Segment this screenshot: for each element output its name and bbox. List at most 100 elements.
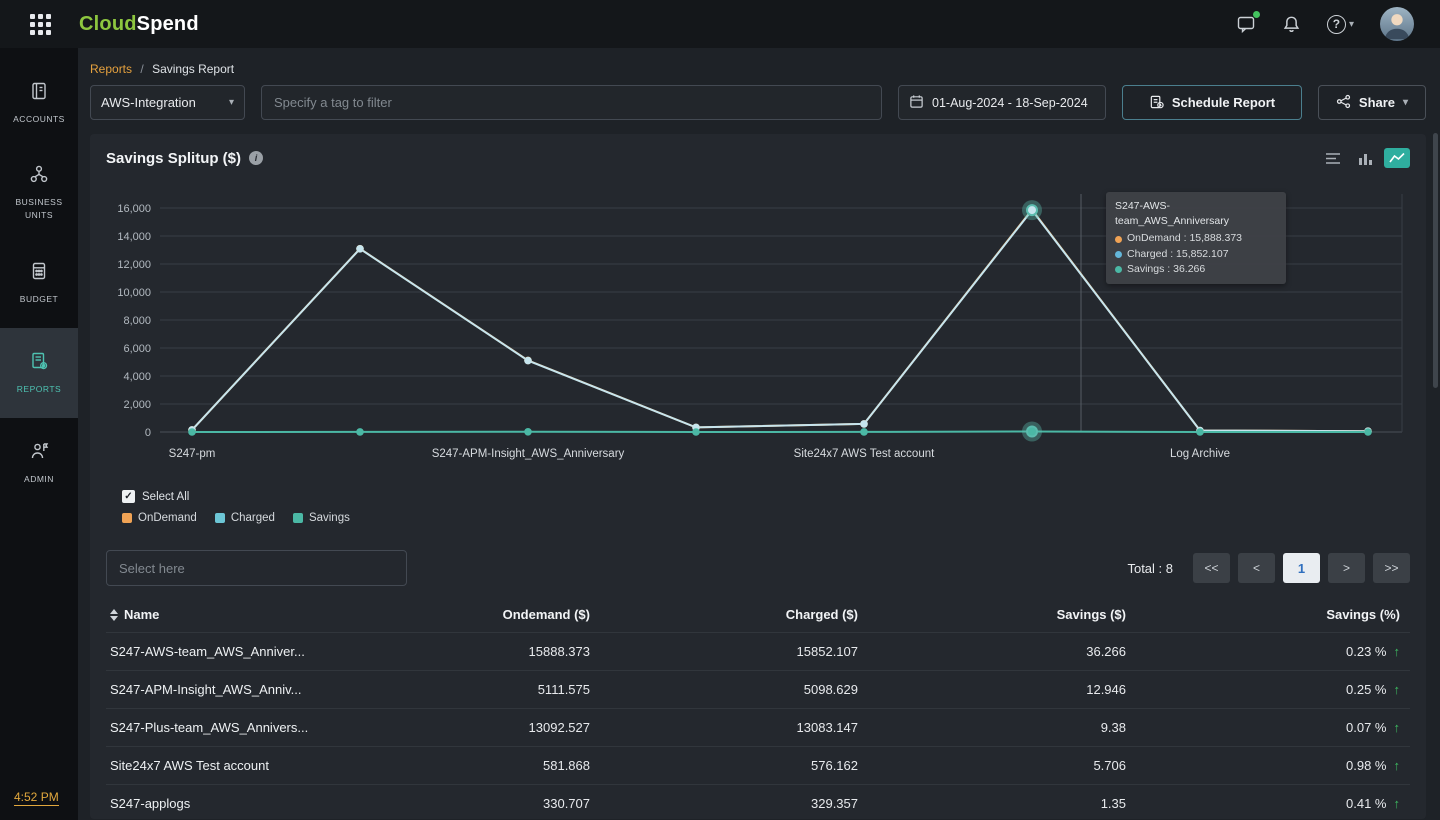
user-avatar[interactable] xyxy=(1380,7,1414,41)
integration-dropdown[interactable]: AWS-Integration ▾ xyxy=(90,85,245,120)
svg-text:12,000: 12,000 xyxy=(117,259,151,271)
chart-title: Savings Splitup ($) xyxy=(106,149,242,167)
savings-table: Name Ondemand ($) Charged ($) Savings ($… xyxy=(106,598,1410,819)
accounts-icon xyxy=(29,81,49,106)
svg-text:6,000: 6,000 xyxy=(123,343,151,355)
pagination-next-button[interactable]: > xyxy=(1328,553,1365,583)
top-bar: CloudSpend ? ▾ xyxy=(0,0,1440,48)
session-time[interactable]: 4:52 PM xyxy=(14,790,59,806)
table-row[interactable]: Site24x7 AWS Test account 581.868 576.16… xyxy=(106,745,1410,784)
budget-icon xyxy=(29,261,49,286)
apps-grid-icon[interactable] xyxy=(30,13,51,35)
legend-item-charged[interactable]: Charged xyxy=(214,512,275,524)
tag-filter-field xyxy=(261,85,882,120)
info-icon[interactable]: i xyxy=(249,151,264,165)
schedule-report-icon xyxy=(1149,94,1164,112)
select-all-checkbox[interactable]: ✓ Select All xyxy=(122,490,1394,503)
breadcrumb: Reports / Savings Report xyxy=(90,62,235,76)
account-select-input[interactable] xyxy=(106,550,407,586)
svg-text:Site24x7 AWS Test account: Site24x7 AWS Test account xyxy=(794,448,935,460)
help-icon: ? xyxy=(1326,14,1346,34)
svg-text:Log Archive: Log Archive xyxy=(1170,448,1230,460)
business-units-icon xyxy=(29,164,49,189)
svg-text:S247-pm: S247-pm xyxy=(169,448,216,460)
table-toolbar: Total : 8 << < 1 > >> xyxy=(90,550,1426,586)
column-charged: Charged ($) xyxy=(785,607,858,623)
legend-item-savings[interactable]: Savings xyxy=(292,512,350,524)
notification-dot xyxy=(1252,11,1260,18)
summary-view-icon[interactable] xyxy=(1320,148,1346,168)
svg-text:16,000: 16,000 xyxy=(117,203,151,215)
scrollbar-thumb[interactable] xyxy=(1433,133,1438,388)
table-row[interactable]: S247-Plus-team_AWS_Annivers... 13092.527… xyxy=(106,707,1410,746)
chevron-down-icon: ▾ xyxy=(1348,18,1354,30)
admin-icon xyxy=(29,441,49,466)
svg-text:2,000: 2,000 xyxy=(123,399,151,411)
trend-up-icon: ↑ xyxy=(1393,681,1401,697)
table-row[interactable]: S247-APM-Insight_AWS_Anniv... 5111.575 5… xyxy=(106,669,1410,708)
date-range-picker[interactable]: 01-Aug-2024 - 18-Sep-2024 xyxy=(898,85,1106,120)
charged-dot-icon xyxy=(1115,250,1122,258)
table-header-row: Name Ondemand ($) Charged ($) Savings ($… xyxy=(106,598,1410,632)
sidebar-item-reports[interactable]: REPORTS xyxy=(0,328,78,418)
checkbox-checked-icon: ✓ xyxy=(122,490,135,503)
trend-up-icon: ↑ xyxy=(1393,643,1401,659)
savings-splitup-card: Savings Splitup ($) i xyxy=(90,134,1426,819)
pagination-prev-button[interactable]: < xyxy=(1238,553,1275,583)
pagination-last-button[interactable]: >> xyxy=(1373,553,1410,583)
svg-text:0: 0 xyxy=(145,427,151,439)
chevron-down-icon: ▾ xyxy=(228,97,234,108)
svg-text:10,000: 10,000 xyxy=(117,287,151,299)
sort-icon xyxy=(110,608,118,621)
main-content: Reports / Savings Report AWS-Integration… xyxy=(78,48,1440,820)
table-row[interactable]: S247-AWS-team_AWS_Anniver... 15888.373 1… xyxy=(106,631,1410,670)
sidebar-item-budget[interactable]: BUDGET xyxy=(0,238,78,328)
chart-view-toggles xyxy=(1320,148,1410,168)
column-savings: Savings ($) xyxy=(1056,607,1126,623)
ondemand-dot-icon xyxy=(1115,235,1122,243)
sidebar-item-business-units[interactable]: BUSINESS UNITS xyxy=(0,148,78,238)
breadcrumb-reports-link[interactable]: Reports xyxy=(90,62,133,76)
savings-dot-icon xyxy=(1115,265,1122,273)
line-chart-view-icon[interactable] xyxy=(1384,148,1410,168)
breadcrumb-current-page: Savings Report xyxy=(152,62,235,76)
sidebar-item-admin[interactable]: ADMIN xyxy=(0,418,78,508)
svg-text:S247-APM-Insight_AWS_Anniversa: S247-APM-Insight_AWS_Anniversary xyxy=(432,448,625,460)
help-menu[interactable]: ? ▾ xyxy=(1326,14,1354,34)
cloudspend-logo[interactable]: CloudSpend xyxy=(79,12,199,35)
chart-legend: ✓ Select All OnDemand Charged Savings xyxy=(90,490,1426,524)
table-row[interactable]: S247-applogs 330.707 329.357 1.35 0.41 %… xyxy=(106,783,1410,819)
card-header: Savings Splitup ($) i xyxy=(90,134,1426,182)
bell-icon[interactable] xyxy=(1282,15,1301,34)
charged-swatch-icon xyxy=(214,513,225,523)
ondemand-swatch-icon xyxy=(122,513,132,523)
share-button[interactable]: Share ▾ xyxy=(1318,85,1426,120)
savings-chart[interactable]: 0 2,000 4,000 6,000 8,000 10,000 12,000 14,000 1… xyxy=(90,182,1426,474)
pagination-first-button[interactable]: << xyxy=(1193,553,1230,583)
total-count: Total : 8 xyxy=(1127,560,1173,576)
trend-up-icon: ↑ xyxy=(1393,795,1401,811)
calendar-icon xyxy=(909,94,924,112)
column-ondemand: Ondemand ($) xyxy=(502,607,590,623)
column-savings-pct: Savings (%) xyxy=(1326,607,1400,623)
svg-text:14,000: 14,000 xyxy=(117,231,151,243)
filter-toolbar: AWS-Integration ▾ 01-Aug-2024 - 18-Sep-2… xyxy=(90,85,1426,120)
feedback-icon[interactable] xyxy=(1236,11,1260,34)
chart-tooltip: S247-AWS-team_AWS_Anniversary OnDemand :… xyxy=(1106,192,1286,285)
legend-item-ondemand[interactable]: OnDemand xyxy=(122,512,197,524)
share-icon xyxy=(1336,94,1351,112)
schedule-report-button[interactable]: Schedule Report xyxy=(1122,85,1302,120)
svg-text:4,000: 4,000 xyxy=(123,371,151,383)
bar-chart-view-icon[interactable] xyxy=(1352,148,1378,168)
pagination-page-1-button[interactable]: 1 xyxy=(1283,553,1320,583)
sort-name-control[interactable]: Name xyxy=(110,607,322,622)
sidebar-item-accounts[interactable]: ACCOUNTS xyxy=(0,58,78,148)
left-sidebar: ACCOUNTS BUSINESS UNITS xyxy=(0,48,78,820)
savings-swatch-icon xyxy=(292,513,303,523)
svg-text:8,000: 8,000 xyxy=(123,315,151,327)
tag-filter-input[interactable] xyxy=(262,86,881,119)
reports-icon xyxy=(29,351,49,376)
trend-up-icon: ↑ xyxy=(1393,719,1401,735)
chevron-down-icon: ▾ xyxy=(1403,97,1409,108)
trend-up-icon: ↑ xyxy=(1393,757,1401,773)
